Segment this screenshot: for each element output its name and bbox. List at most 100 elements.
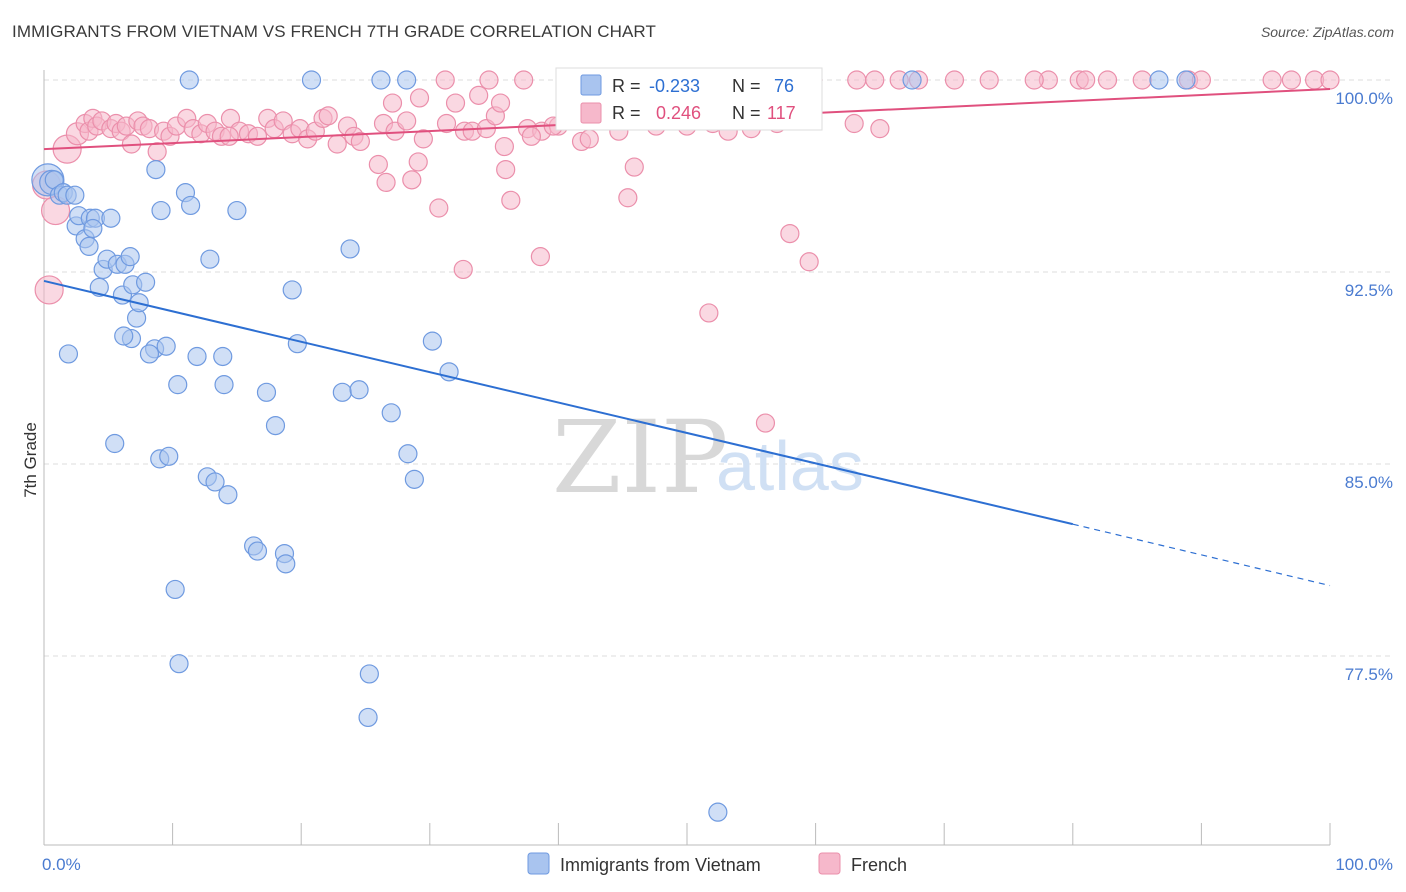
vietnam-point [282,280,302,300]
vietnam-point [902,70,922,90]
vietnam-point [358,707,378,728]
french-point [435,70,455,90]
stats-pink-swatch [580,102,602,124]
vietnam-point [1149,70,1169,90]
vietnam-point [397,70,417,90]
vietnam-point [205,472,225,492]
french-point [618,188,638,208]
y-tick-labels: 100.0% 92.5% 85.0% 77.5% [1335,89,1393,684]
french-point [436,113,457,134]
y-axis-label: 7th Grade [21,422,40,498]
vietnam-point [708,802,728,822]
stats-blue-n-label: N = [732,76,761,96]
y-tick-label-2: 85.0% [1345,473,1393,492]
french-point [318,106,338,126]
vietnam-point [340,239,360,259]
vietnam-point [83,218,103,239]
vietnam-point [332,382,352,402]
french-point [944,70,965,90]
vietnam-point [218,485,238,505]
chart-title: IMMIGRANTS FROM VIETNAM VS FRENCH 7TH GR… [12,22,656,41]
source-label: Source: ZipAtlas.com [1260,24,1394,40]
vietnam-point [79,236,99,256]
french-point [780,224,800,244]
french-point [445,93,466,113]
legend-label-french: French [851,855,907,875]
french-point [382,93,403,113]
x-tick-label-0: 0.0% [42,855,81,874]
vietnam-point [120,247,140,267]
vietnam-point [179,70,199,90]
stats-blue-r-label: R = [612,76,641,96]
watermark-zip: ZIP [552,399,728,516]
vietnam-point [276,554,296,574]
french-point [699,303,719,323]
french-point [397,111,417,131]
french-point [496,160,516,180]
vietnam-point [114,326,134,346]
french-point [413,129,433,149]
vietnam-point [214,375,234,395]
french-point [514,70,534,90]
french-point [979,70,999,90]
vietnam-point [135,272,156,292]
french-point [327,134,347,154]
vietnam-point [404,469,424,489]
vietnam-point [105,433,125,454]
french-point [865,70,885,90]
vietnam-point [371,70,391,90]
french-point [376,172,396,192]
french-point [799,252,819,272]
french-point [350,131,370,152]
french-point [408,152,428,172]
stats-pink-r-label: R = [612,103,641,123]
french-point [34,275,64,305]
stats-pink-n-label: N = [732,103,761,123]
vietnam-point [89,277,109,297]
y-tick-label-3: 77.5% [1345,665,1393,684]
french-point [453,259,473,280]
french-point [501,190,521,210]
legend-label-vietnam: Immigrants from Vietnam [560,855,761,875]
vietnam-point [146,160,166,180]
stats-blue-r-value: -0.233 [649,76,700,96]
french-point [844,113,864,134]
french-point [1024,70,1044,90]
vietnam-point [156,336,176,356]
french-point [847,70,867,90]
vietnam-point [213,346,233,367]
vietnam-point [187,346,207,367]
french-point [624,157,644,177]
french-point [409,88,430,108]
french-point [870,119,890,139]
vietnam-point [159,446,179,466]
french-point [490,93,511,113]
stats-box: R = -0.233 N = 76 R = 0.246 N = 117 [555,67,823,131]
french-point [368,154,388,175]
french-point [479,70,499,90]
french-point [494,136,514,157]
french-point [1132,70,1152,90]
french-point [1097,70,1118,90]
french-point [1281,70,1302,90]
french-point [579,129,599,149]
stats-blue-swatch [580,74,602,96]
french-point [1262,70,1282,90]
french-point [755,413,776,433]
vietnam-point [381,403,401,423]
vietnam-point [265,416,286,436]
vietnam-trend-line [43,279,1074,526]
vietnam-point [301,70,322,90]
vietnam-point [349,380,369,400]
vietnam-point [1176,70,1196,90]
vietnam-point [58,344,79,364]
legend-swatch-french [818,852,841,875]
legend-swatch-vietnam [527,852,550,875]
vietnam-point [398,444,418,464]
stats-pink-n-value: 117 [767,103,796,123]
vietnam-point [359,664,379,684]
french-point [429,198,449,218]
french-point [247,126,268,146]
vietnam-point [200,249,220,269]
